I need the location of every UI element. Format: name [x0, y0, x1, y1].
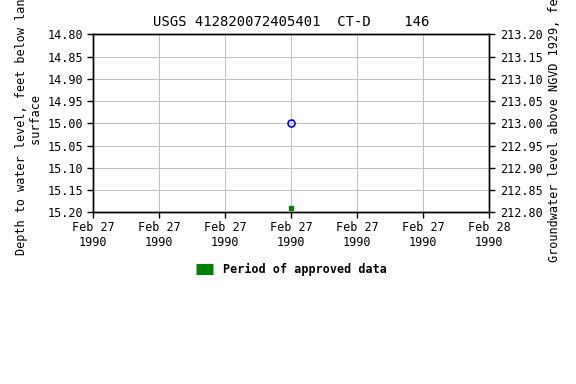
Y-axis label: Depth to water level, feet below land
 surface: Depth to water level, feet below land su… — [15, 0, 43, 255]
Title: USGS 412820072405401  CT-D    146: USGS 412820072405401 CT-D 146 — [153, 15, 430, 29]
Y-axis label: Groundwater level above NGVD 1929, feet: Groundwater level above NGVD 1929, feet — [548, 0, 561, 262]
Legend: Period of approved data: Period of approved data — [191, 259, 392, 281]
